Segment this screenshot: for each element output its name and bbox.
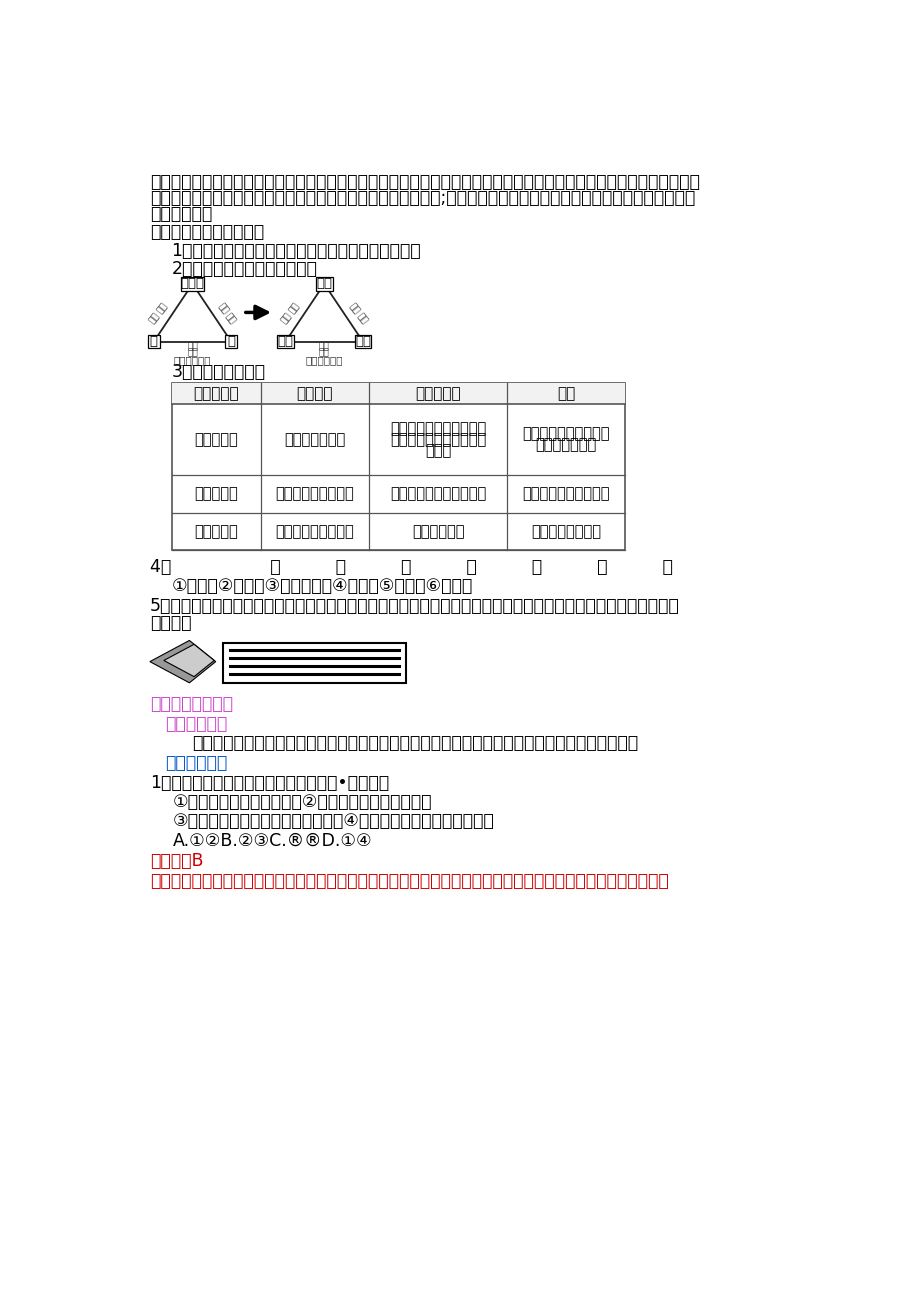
Text: 液态: 液态 [278,336,293,349]
Text: 1．下列物态变化中属于放热现象的是哪•组（）。: 1．下列物态变化中属于放热现象的是哪•组（）。 [150,774,389,792]
Bar [171,384,624,550]
Text: 农业的发展，森林的破坏，引起蒸发、径流、下渗等过程的变化;城市和工矿区的大气污染和热岛效应也可改变本地区的: 农业的发展，森林的破坏，引起蒸发、径流、下渗等过程的变化;城市和工矿区的大气污染… [150,189,695,207]
Bar [506,384,624,405]
Bar [369,384,506,405]
Text: 1．水蒸气、水、冰雪、冰晶，他们都属于水的三态。: 1．水蒸气、水、冰雪、冰晶，他们都属于水的三态。 [171,242,421,260]
Text: 凝固: 凝固 [187,342,198,351]
Text: 水循环状况。: 水循环状况。 [150,206,212,224]
Text: 汽化: 汽化 [148,311,161,325]
Text: 凝华: 凝华 [223,311,237,325]
Text: 熔化: 熔化 [187,349,198,358]
Text: 自然界中的水不停地运动、变化着，构成了一个巨大的水循环系统。水的循环伴随着能量的转移。: 自然界中的水不停地运动、变化着，构成了一个巨大的水循环系统。水的循环伴随着能量的… [192,734,638,752]
Bar [315,277,333,290]
Text: 物质的三魂系: 物质的三魂系 [305,355,343,366]
Text: 5．水循环和我们的生活密切相关，水资源就是巨大的能源，并可以转化为其他形式的能。物态变化过程伴随着能量: 5．水循环和我们的生活密切相关，水资源就是巨大的能源，并可以转化为其他形式的能。… [150,597,679,614]
Text: 【答案】B: 【答案】B [150,852,203,870]
Text: 气态: 气态 [316,277,332,290]
Text: ③深秋，路边的小草上结了一层霜；④严冬，冰冻的衣服逐渐变干。: ③深秋，路边的小草上结了一层霜；④严冬，冰冻的衣服逐渐变干。 [173,812,494,830]
Text: 固态: 固态 [355,336,370,349]
Text: 地表径流、下渗、地表径: 地表径流、下渗、地表径 [390,432,486,448]
Text: 液化: 液化 [155,302,169,316]
Text: 资源得以更新，: 资源得以更新， [535,437,596,453]
Text: 知识点一，水循环: 知识点一，水循环 [150,695,233,713]
Text: 冰: 冰 [227,336,235,349]
Text: 液化: 液化 [287,302,301,316]
Text: 2．水循环过程中的物态变化：: 2．水循环过程中的物态变化： [171,260,317,278]
Bar [223,643,405,683]
Text: 蒸发、水汽输送、降水、: 蒸发、水汽输送、降水、 [390,422,486,436]
Text: 水的三态膜系: 水的三态膜系 [174,355,211,366]
Text: 海洋与陆地之间: 海洋与陆地之间 [284,432,346,448]
Text: 海陆间循环: 海陆间循环 [194,432,238,448]
Text: 水循环环节: 水循环环节 [414,386,460,401]
Text: 海洋与海洋上空之间: 海洋与海洋上空之间 [276,524,354,540]
Text: 凝华: 凝华 [355,311,369,325]
Text: 蒸发、降水等: 蒸发、降水等 [412,524,464,540]
Text: 陆地内循环: 陆地内循环 [194,487,238,502]
Polygon shape [164,644,214,677]
Text: 水循环类型: 水循环类型 [193,386,239,401]
Text: ①初春，冰封的湖面解冻；②盛夏，旷野里雾的形成；: ①初春，冰封的湖面解冻；②盛夏，旷野里雾的形成； [173,792,432,811]
Bar [260,384,369,405]
Text: 升华: 升华 [347,302,361,316]
Text: 流等。: 流等。 [425,442,451,458]
Text: 【例题精讲】: 【例题精讲】 [165,753,227,771]
Text: A.①②B.②③C.®®D.①④: A.①②B.②③C.®®D.①④ [173,831,372,850]
Text: 补充陆地水的数量很少: 补充陆地水的数量很少 [522,487,609,502]
Text: 的转移。: 的转移。 [150,614,191,632]
Text: 要点三、物质三态的联系: 要点三、物质三态的联系 [150,222,264,241]
Text: 引起水的分布和水的运动状况的变化（目前人类主要通过对水循环中的地表径流环节施加影响，以改变水的空间分布）；: 引起水的分布和水的运动状况的变化（目前人类主要通过对水循环中的地表径流环节施加影… [150,173,699,191]
Text: 发生领域: 发生领域 [297,386,333,401]
Bar [225,336,237,349]
Bar [354,336,371,349]
Text: 陆地与陆地上空之间: 陆地与陆地上空之间 [276,487,354,502]
Text: 水: 水 [150,336,157,349]
Text: 凝固: 凝固 [319,342,329,351]
Text: 使陆地水得到补充，水: 使陆地水得到补充，水 [522,427,609,441]
Bar [181,277,203,290]
Text: 水蒸气: 水蒸气 [180,277,204,290]
Text: 熔化: 熔化 [319,349,329,358]
Bar [148,336,159,349]
Text: 3．水循环的类型：: 3．水循环的类型： [171,363,266,381]
Text: 特点: 特点 [556,386,574,401]
Text: 升华: 升华 [216,302,230,316]
Text: 冰: 冰 [227,336,235,349]
Text: 4．                  水          循          环          的          途          径    : 4． 水 循 环 的 途 径 [150,558,672,576]
Text: ①蒸发；②降雨；③水气输送；④径流；⑤蒸腾；⑥下渗。: ①蒸发；②降雨；③水气输送；④径流；⑤蒸腾；⑥下渗。 [171,576,472,595]
Text: 蒸发、植物蒸腾、降水等: 蒸发、植物蒸腾、降水等 [390,487,486,502]
Text: 气态: 气态 [316,277,332,290]
Text: 【解析】物质在发生物态变化时必然要伴随着吸放热的进行；其中熔化、汽化、升华过程需要吸收热量，凝固、液: 【解析】物质在发生物态变化时必然要伴随着吸放热的进行；其中熔化、汽化、升华过程需… [150,872,668,890]
Text: 水: 水 [150,336,157,349]
Text: 固态: 固态 [355,336,370,349]
Text: 【探究重点】: 【探究重点】 [165,716,227,734]
Text: 水蒸气: 水蒸气 [180,277,204,290]
Text: 汽化: 汽化 [279,311,293,325]
Text: 海上内循环: 海上内循环 [194,524,238,540]
Bar [171,384,260,405]
Text: 水循环的水量最大: 水循环的水量最大 [530,524,600,540]
Polygon shape [150,640,216,683]
Text: 液态: 液态 [278,336,293,349]
Bar [277,336,293,349]
